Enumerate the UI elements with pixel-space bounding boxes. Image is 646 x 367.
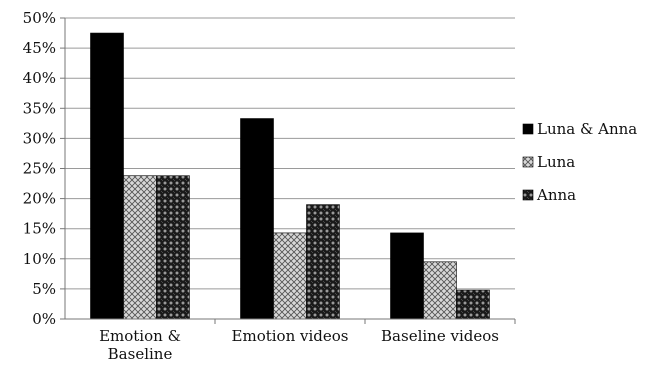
x-category-label: Baseline videos	[381, 327, 499, 345]
y-tick-label: 5%	[32, 280, 56, 298]
legend-swatch	[522, 189, 534, 201]
bar-luna	[273, 232, 307, 320]
x-category-label: Emotion videos	[232, 327, 349, 345]
y-tick-label: 50%	[23, 9, 56, 27]
y-tick-label: 15%	[23, 220, 56, 238]
legend-label: Anna	[536, 186, 576, 204]
x-category-label: Baseline	[108, 345, 173, 363]
y-tick-label: 0%	[32, 310, 56, 328]
bar-anna	[306, 204, 340, 320]
legend-swatch	[522, 156, 534, 168]
bar-anna	[456, 289, 490, 320]
bars	[90, 32, 490, 320]
bar-luna-anna	[390, 232, 424, 320]
bar-luna-anna	[240, 118, 274, 320]
bar-anna	[156, 175, 190, 320]
legend-swatch	[522, 123, 534, 135]
legend: Luna & Anna Luna Anna	[522, 120, 637, 204]
x-category-label: Emotion &	[99, 327, 181, 345]
y-tick-label: 35%	[23, 99, 56, 117]
bar-luna	[123, 175, 157, 320]
y-tick-label: 25%	[23, 160, 56, 178]
y-axis: 0% 5% 10% 15% 20% 25% 30% 35% 40% 45% 50%	[23, 9, 66, 328]
legend-label: Luna	[537, 153, 575, 171]
y-tick-label: 40%	[23, 69, 56, 87]
y-tick-label: 10%	[23, 250, 56, 268]
bar-luna	[423, 261, 457, 320]
y-tick-label: 45%	[23, 39, 56, 57]
y-tick-label: 30%	[23, 129, 56, 147]
legend-label: Luna & Anna	[537, 120, 637, 138]
y-tick-label: 20%	[23, 190, 56, 208]
bar-luna-anna	[90, 32, 124, 320]
x-axis: Emotion &Baseline Emotion videos Baseline …	[65, 318, 516, 363]
